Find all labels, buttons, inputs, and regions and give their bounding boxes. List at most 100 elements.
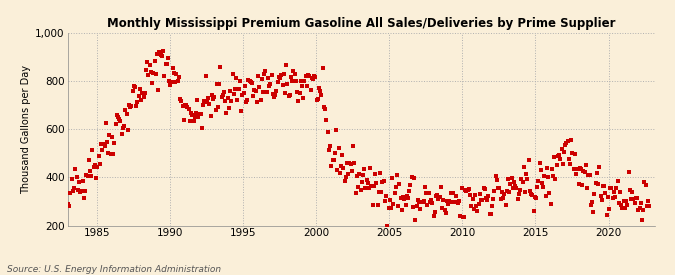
Point [404,189,414,193]
Point [137,91,148,95]
Point [217,93,228,98]
Point [634,206,645,210]
Point [515,188,526,192]
Point [493,186,504,191]
Point [396,196,406,200]
Point [284,94,294,98]
Point [99,144,110,148]
Point [90,176,101,180]
Point [115,119,126,123]
Point [358,172,369,177]
Point [481,196,491,200]
Point [358,167,369,171]
Point [538,185,549,189]
Point [216,95,227,100]
Point [566,138,576,142]
Point [173,75,184,79]
Point [405,183,416,187]
Point [541,166,552,170]
Point [214,82,225,87]
Point [478,186,489,190]
Point [523,158,534,163]
Point [154,50,165,54]
Point [503,177,514,182]
Point [183,107,194,111]
Point [282,82,293,86]
Point [440,211,451,215]
Point [495,197,506,201]
Point [250,89,261,94]
Point [426,197,437,202]
Point [371,181,382,185]
Point [446,200,457,204]
Point [296,79,306,83]
Point [414,200,425,204]
Point [270,93,281,97]
Point [342,161,352,165]
Point [272,79,283,84]
Point [315,89,325,94]
Point [243,77,254,82]
Point [107,135,117,140]
Point [379,198,390,203]
Point [406,175,417,180]
Point [602,195,613,199]
Point [181,103,192,107]
Point [502,189,512,194]
Point [381,193,392,198]
Point [571,172,582,176]
Point [314,86,325,90]
Point [187,113,198,117]
Point [460,188,470,192]
Point [158,49,169,53]
Point [551,163,562,167]
Point [376,189,387,194]
Point [149,59,160,63]
Point [454,198,464,203]
Point [153,87,163,92]
Point [366,183,377,188]
Point [603,206,614,211]
Point [290,72,300,76]
Point [499,192,510,196]
Point [75,189,86,194]
Point [517,180,528,184]
Point [508,186,518,190]
Point [321,118,332,122]
Point [80,189,90,194]
Point [165,83,176,87]
Point [412,197,423,202]
Point [114,117,125,121]
Point [279,91,290,95]
Point [275,76,286,80]
Point [109,141,119,145]
Point [281,63,292,67]
Point [97,147,107,152]
Point [431,194,441,199]
Point [387,175,398,180]
Point [116,132,127,136]
Point [90,162,101,167]
Point [638,208,649,212]
Point [83,158,94,162]
Point [394,182,405,186]
Point [475,191,485,196]
Point [140,68,151,72]
Point [155,53,166,57]
Point [521,171,532,176]
Point [476,197,487,202]
Point [621,199,632,203]
Point [488,197,499,201]
Point [157,54,167,58]
Point [225,88,236,93]
Point [167,66,178,70]
Point [550,177,561,181]
Point [471,204,482,208]
Point [487,204,497,208]
Point [390,185,401,189]
Point [544,191,555,195]
Point [190,115,200,119]
Point [329,150,340,155]
Point [260,69,271,73]
Point [131,103,142,108]
